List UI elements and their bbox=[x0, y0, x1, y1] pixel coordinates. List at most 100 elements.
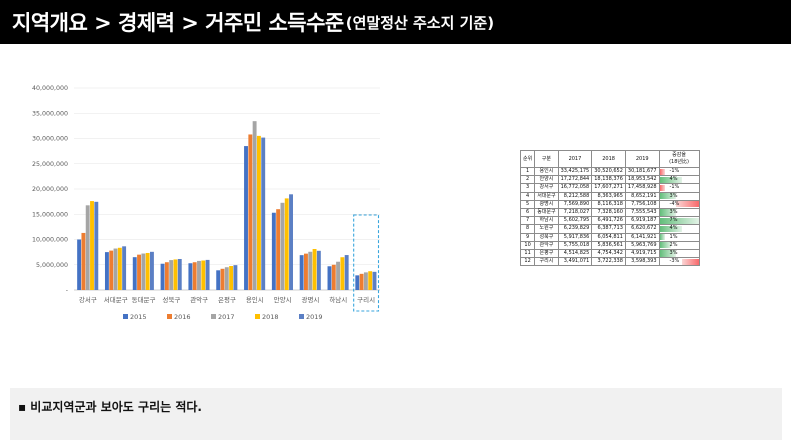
rate-label: 4% bbox=[669, 176, 678, 183]
value-2019-cell: 3,598,393 bbox=[624, 257, 660, 267]
bar-2019 bbox=[344, 255, 349, 290]
table-row: 12 구리시 3,491,071 3,722,338 3,598,393 -3% bbox=[519, 257, 700, 267]
rate-databar bbox=[659, 250, 677, 257]
name-cell: 구리시 bbox=[534, 257, 559, 267]
rate-cell: 4% bbox=[658, 224, 700, 234]
value-2018-cell: 6,387,713 bbox=[591, 224, 626, 234]
bar-2017 bbox=[280, 202, 285, 290]
rate-cell: -1% bbox=[658, 166, 700, 177]
x-tick-label: 강서구 bbox=[79, 295, 97, 304]
rate-databar bbox=[659, 176, 682, 183]
rank-cell: 6 bbox=[519, 207, 536, 218]
page-subtitle: (연말정산 주소지 기준) bbox=[345, 13, 495, 32]
x-tick-label: 성북구 bbox=[162, 295, 180, 304]
y-tick-label: 5,000,000 bbox=[36, 262, 68, 269]
bar-2018 bbox=[117, 247, 122, 290]
name-cell: 강서구 bbox=[534, 183, 559, 193]
bar-2017 bbox=[85, 205, 90, 290]
col-2018: 2018 bbox=[591, 150, 626, 168]
value-2019-cell: 18,953,542 bbox=[624, 175, 660, 185]
rate-databar bbox=[659, 168, 666, 175]
value-2017-cell: 5,917,836 bbox=[557, 232, 593, 242]
rate-label: 3% bbox=[669, 249, 678, 256]
value-2017-cell: 8,212,588 bbox=[557, 191, 593, 201]
rate-cell: 7% bbox=[658, 216, 700, 226]
name-cell: 서대문구 bbox=[534, 191, 559, 201]
col-rate-sub: (18년比) bbox=[669, 159, 689, 165]
table-row: 6 동대문구 7,218,027 7,328,160 7,555,543 3% bbox=[519, 207, 700, 218]
value-2019-cell: 7,756,108 bbox=[624, 199, 660, 209]
bar-2019 bbox=[122, 246, 127, 290]
table-row: 11 은평구 4,514,825 4,754,342 4,919,715 3% bbox=[519, 248, 700, 259]
value-2017-cell: 16,772,058 bbox=[557, 183, 593, 193]
rate-databar bbox=[659, 217, 699, 224]
y-tick-label: 20,000,000 bbox=[32, 186, 68, 193]
value-2019-cell: 30,181,677 bbox=[624, 166, 660, 177]
rate-cell: 3% bbox=[658, 248, 700, 259]
bar-2018 bbox=[201, 260, 206, 290]
x-tick-label: 용인시 bbox=[246, 295, 264, 304]
bar-2019 bbox=[233, 265, 238, 290]
rate-cell: -3% bbox=[658, 257, 700, 267]
value-2017-cell: 3,491,071 bbox=[557, 257, 593, 267]
legend-label-2015: 2015 bbox=[130, 313, 147, 321]
value-2019-cell: 6,141,921 bbox=[624, 232, 660, 242]
bar-2015 bbox=[299, 255, 304, 290]
rate-label: -1% bbox=[669, 168, 680, 175]
bar-2019 bbox=[149, 251, 154, 290]
value-2019-cell: 17,458,928 bbox=[624, 183, 660, 193]
bar-2015 bbox=[216, 270, 221, 290]
x-tick-label: 광명시 bbox=[301, 295, 319, 304]
bar-2017 bbox=[336, 261, 341, 290]
rank-cell: 12 bbox=[519, 257, 536, 267]
col-name: 구분 bbox=[534, 150, 559, 168]
legend-label-2018: 2018 bbox=[262, 313, 279, 321]
page-title: 지역개요 > 경제력 > 거주민 소득수준 bbox=[12, 11, 344, 35]
rate-databar bbox=[659, 184, 666, 192]
table-row: 7 하남시 5,602,795 6,491,726 6,919,187 7% bbox=[519, 216, 700, 226]
bar-2016 bbox=[164, 262, 169, 290]
value-2017-cell: 5,755,018 bbox=[557, 240, 593, 250]
bar-2018 bbox=[229, 266, 234, 290]
legend-swatch-2018 bbox=[255, 314, 260, 319]
value-2017-cell: 33,425,175 bbox=[557, 166, 593, 177]
rate-label: 2% bbox=[669, 241, 678, 248]
bar-2018 bbox=[340, 257, 345, 290]
table-row: 10 관악구 5,755,018 5,836,561 5,963,769 2% bbox=[519, 240, 700, 250]
rank-cell: 8 bbox=[519, 224, 536, 234]
col-2017: 2017 bbox=[557, 150, 593, 168]
bar-2019 bbox=[205, 259, 210, 290]
bar-2018 bbox=[256, 135, 261, 290]
bar-2017 bbox=[169, 260, 174, 290]
value-2018-cell: 3,722,338 bbox=[591, 257, 626, 267]
page-header: 지역개요 > 경제력 > 거주민 소득수준 (연말정산 주소지 기준) bbox=[0, 0, 791, 44]
name-cell: 안양시 bbox=[534, 175, 559, 185]
rate-cell: 1% bbox=[658, 232, 700, 242]
table-row: 9 성북구 5,917,836 6,054,811 6,141,921 1% bbox=[519, 232, 700, 242]
rate-cell: 2% bbox=[658, 240, 700, 250]
rate-databar bbox=[659, 234, 666, 241]
value-2019-cell: 6,620,672 bbox=[624, 224, 660, 234]
rank-cell: 2 bbox=[519, 175, 536, 185]
rank-cell: 3 bbox=[519, 183, 536, 193]
bar-2019 bbox=[261, 137, 266, 290]
value-2018-cell: 17,607,271 bbox=[591, 183, 626, 193]
y-tick-label: 30,000,000 bbox=[32, 136, 68, 143]
rate-cell: 3% bbox=[658, 191, 700, 201]
rate-label: 3% bbox=[669, 192, 678, 199]
rank-cell: 9 bbox=[519, 232, 536, 242]
y-tick-label: 15,000,000 bbox=[32, 211, 68, 218]
value-2018-cell: 4,754,342 bbox=[591, 248, 626, 259]
value-2018-cell: 6,054,811 bbox=[591, 232, 626, 242]
summary-note: ▪ 비교지역군과 보아도 구리는 적다. bbox=[10, 388, 782, 440]
name-cell: 관악구 bbox=[534, 240, 559, 250]
bar-2016 bbox=[359, 273, 364, 290]
bar-2015 bbox=[244, 146, 248, 290]
bar-2015 bbox=[104, 252, 109, 290]
bar-2017 bbox=[363, 272, 368, 290]
value-2019-cell: 4,919,715 bbox=[624, 248, 660, 259]
table-row: 1 용인시 33,425,175 30,520,652 30,181,677 -1% bbox=[519, 166, 700, 177]
value-2017-cell: 17,272,844 bbox=[557, 175, 593, 185]
y-tick-label: 40,000,000 bbox=[32, 85, 68, 92]
legend-swatch-2015 bbox=[123, 314, 128, 319]
